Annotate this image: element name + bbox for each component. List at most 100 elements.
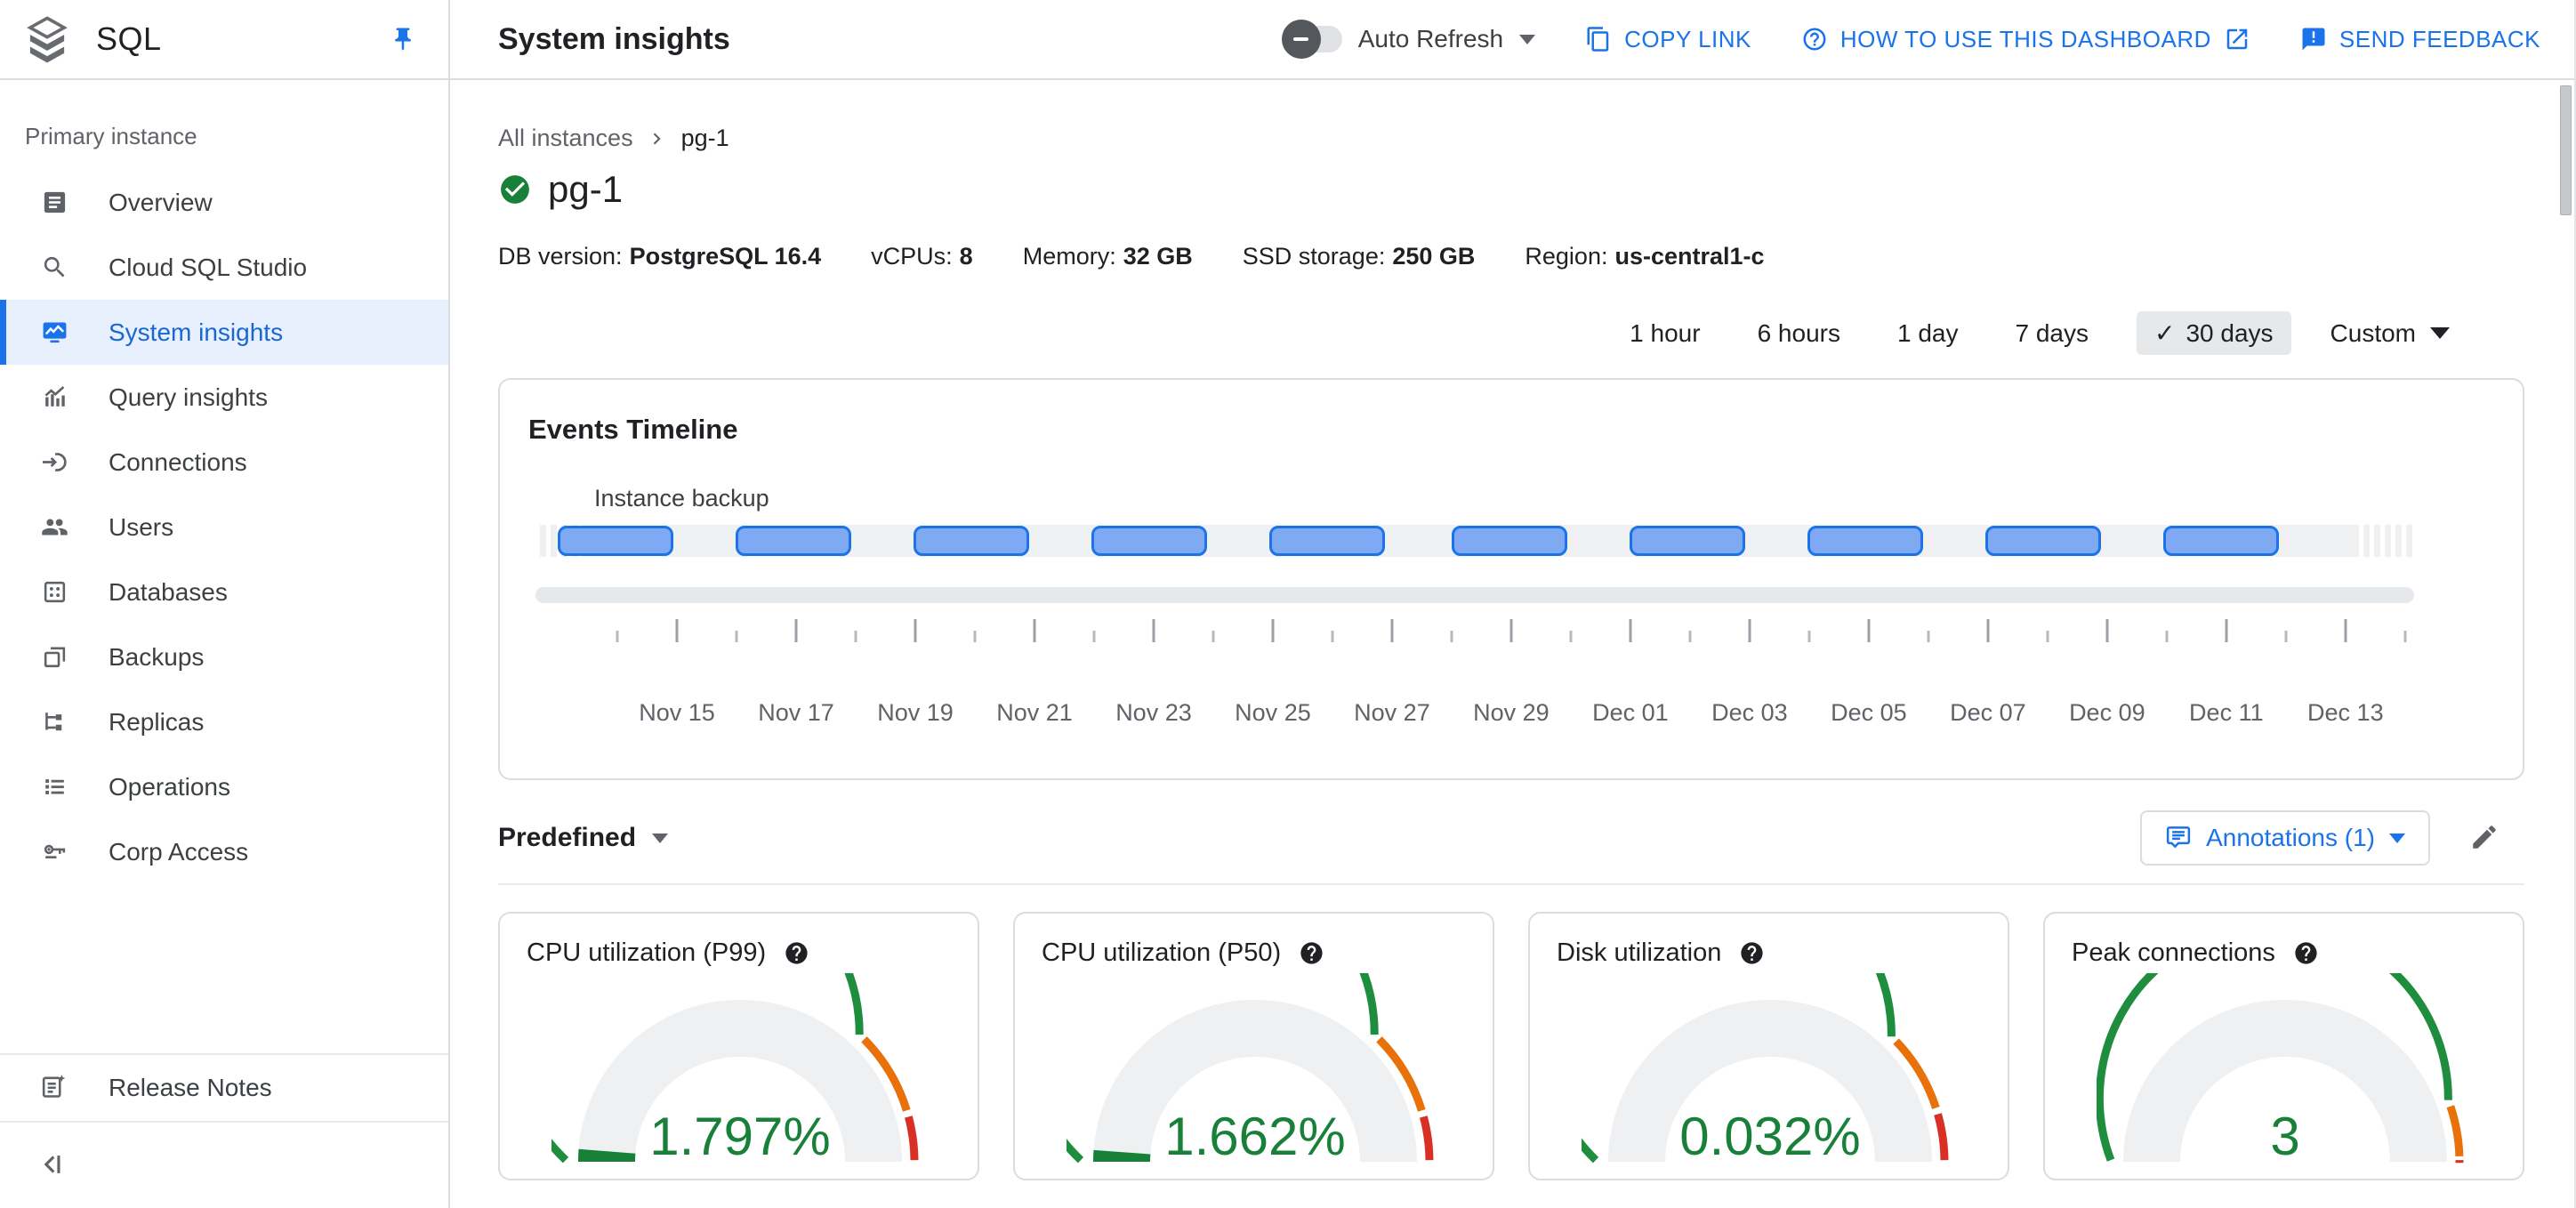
cloud-sql-logo-icon — [23, 15, 71, 63]
sidebar-item-databases[interactable]: Databases — [0, 560, 448, 624]
users-icon — [39, 512, 69, 543]
axis-tick-minor — [973, 631, 977, 642]
collapse-sidebar-icon[interactable] — [39, 1149, 71, 1181]
instance-spec: SSD storage: 250 GB — [1243, 243, 1476, 270]
axis-date-label: Nov 19 — [877, 699, 954, 726]
timeline-scrollbar[interactable] — [535, 587, 2414, 603]
backup-event-pill[interactable] — [1985, 526, 2102, 556]
sidebar-item-corp-access[interactable]: Corp Access — [0, 819, 448, 884]
timeline-chart: Nov 15 Nov 17 Nov 19 Nov 21 Nov 23 Nov 25 Nov … — [535, 525, 2414, 729]
send-feedback-button[interactable]: SEND FEEDBACK — [2300, 26, 2540, 53]
spec-label: SSD storage: — [1242, 243, 1386, 270]
custom-label: Custom — [2330, 318, 2416, 347]
backup-event-pill[interactable] — [1091, 526, 1208, 556]
annotations-button[interactable]: Annotations (1) — [2140, 810, 2430, 866]
sidebar-item-system-insights[interactable]: System insights — [0, 300, 448, 365]
how-to-label: HOW TO USE THIS DASHBOARD — [1839, 25, 2211, 52]
backup-event-pill[interactable] — [2163, 526, 2280, 556]
sidebar-item-label: Query insights — [109, 383, 268, 411]
how-to-use-dashboard-link[interactable]: HOW TO USE THIS DASHBOARD — [1801, 26, 2250, 53]
copy-link-label: COPY LINK — [1624, 25, 1751, 52]
annotations-label: Annotations (1) — [2206, 824, 2375, 851]
axis-tick-major — [1867, 619, 1871, 642]
sidebar-item-overview[interactable]: Overview — [0, 170, 448, 235]
sidebar-item-release-notes[interactable]: Release Notes — [0, 1053, 448, 1123]
axis-date-label: Nov 17 — [758, 699, 834, 726]
sidebar-item-backups[interactable]: Backups — [0, 624, 448, 689]
replicas-icon — [39, 707, 69, 737]
axis-tick-minor — [1212, 631, 1215, 642]
vertical-scrollbar-thumb[interactable] — [2560, 85, 2572, 215]
svg-text:0.032%: 0.032% — [1679, 1107, 1861, 1165]
gauge-chart: 1.797% — [527, 973, 953, 1165]
help-icon[interactable] — [1299, 940, 1324, 966]
instance-specs: DB version: PostgreSQL 16.4 vCPUs: 8 Memory:… — [498, 243, 2524, 270]
time-range-1-day[interactable]: 1 day — [1888, 312, 1968, 355]
svg-text:1.797%: 1.797% — [649, 1107, 831, 1165]
edit-pencil-icon[interactable] — [2469, 822, 2501, 854]
feedback-icon — [2300, 26, 2327, 52]
timeline-axis-ticks — [535, 617, 2414, 642]
sidebar-item-replicas[interactable]: Replicas — [0, 689, 448, 754]
sidebar-item-query-insights[interactable]: Query insights — [0, 365, 448, 430]
svg-text:1.662%: 1.662% — [1164, 1107, 1346, 1165]
time-range-custom[interactable]: Custom — [2330, 319, 2450, 348]
sidebar-item-operations[interactable]: Operations — [0, 754, 448, 819]
gauge-title-row: Disk utilization — [1557, 938, 1983, 968]
sidebar-item-label: System insights — [109, 318, 284, 346]
help-icon[interactable] — [2293, 940, 2319, 966]
auto-refresh-toggle[interactable] — [1281, 20, 1342, 59]
gauge-title: CPU utilization (P99) — [527, 938, 767, 967]
axis-tick-major — [2105, 619, 2109, 642]
pin-icon[interactable] — [390, 26, 416, 52]
backup-event-pill[interactable] — [1630, 526, 1746, 556]
time-range-6-hours[interactable]: 6 hours — [1749, 312, 1849, 355]
backup-event-pill[interactable] — [913, 526, 1030, 556]
annotations-caret-icon — [2389, 833, 2405, 843]
time-range-1-hour[interactable]: 1 hour — [1621, 312, 1709, 355]
spec-value: 250 GB — [1392, 243, 1476, 270]
query-insights-icon — [39, 383, 69, 413]
backup-event-pill[interactable] — [1807, 526, 1924, 556]
backup-event-pill[interactable] — [735, 526, 852, 556]
toolbar-right: Annotations (1) — [2140, 810, 2524, 866]
time-range-7-days[interactable]: 7 days — [2006, 312, 2097, 355]
sidebar-item-connections[interactable]: Connections — [0, 430, 448, 495]
axis-tick-minor — [2284, 631, 2288, 642]
auto-refresh-caret-icon[interactable] — [1519, 34, 1536, 44]
auto-refresh-control: Auto Refresh — [1281, 20, 1536, 59]
predefined-caret-icon — [652, 833, 669, 843]
axis-tick-minor — [1331, 631, 1334, 642]
sidebar-footer: Release Notes — [0, 1053, 448, 1208]
backup-event-pill[interactable] — [1452, 526, 1568, 556]
sidebar-item-users[interactable]: Users — [0, 495, 448, 560]
backup-event-pill[interactable] — [1268, 526, 1386, 556]
axis-date-label: Nov 23 — [1115, 699, 1192, 726]
page-edge-divider — [2574, 0, 2576, 1208]
sidebar-item-label: Databases — [109, 577, 228, 606]
axis-date-label: Dec 11 — [2189, 699, 2264, 726]
gauge-card-peak-connections: Peak connections 3 — [2043, 912, 2524, 1180]
instance-spec: DB version: PostgreSQL 16.4 — [498, 243, 821, 270]
sidebar-item-cloud-sql-studio[interactable]: Cloud SQL Studio — [0, 235, 448, 300]
help-icon[interactable] — [1739, 940, 1765, 966]
predefined-dropdown[interactable]: Predefined — [498, 823, 669, 853]
instance-name: pg-1 — [548, 168, 624, 210]
help-icon[interactable] — [784, 940, 809, 966]
gauge-title-row: Peak connections — [2072, 938, 2498, 968]
release-notes-label: Release Notes — [109, 1074, 272, 1101]
gauge-card-cpu-utilization-p50-: CPU utilization (P50) 1.662% — [1013, 912, 1494, 1180]
topbar-actions: Auto Refresh COPY LINK HOW TO USE THIS D… — [1281, 20, 2540, 59]
backup-event-pill[interactable] — [557, 526, 673, 556]
sidebar-item-label: Users — [109, 512, 174, 541]
time-range-30-days[interactable]: ✓ 30 days — [2136, 311, 2291, 355]
main-area: System insights Auto Refresh COPY LINK — [450, 0, 2576, 1208]
sidebar-collapse-row — [0, 1123, 448, 1208]
page-title: System insights — [498, 21, 730, 56]
axis-tick-major — [1271, 619, 1275, 642]
time-range-selector: 1 hour 6 hours 1 day 7 days ✓ 30 days Custom — [498, 311, 2524, 355]
breadcrumb-all-instances[interactable]: All instances — [498, 125, 633, 151]
sidebar-item-label: Connections — [109, 447, 247, 476]
copy-link-button[interactable]: COPY LINK — [1585, 26, 1751, 53]
auto-refresh-label: Auto Refresh — [1357, 25, 1504, 52]
